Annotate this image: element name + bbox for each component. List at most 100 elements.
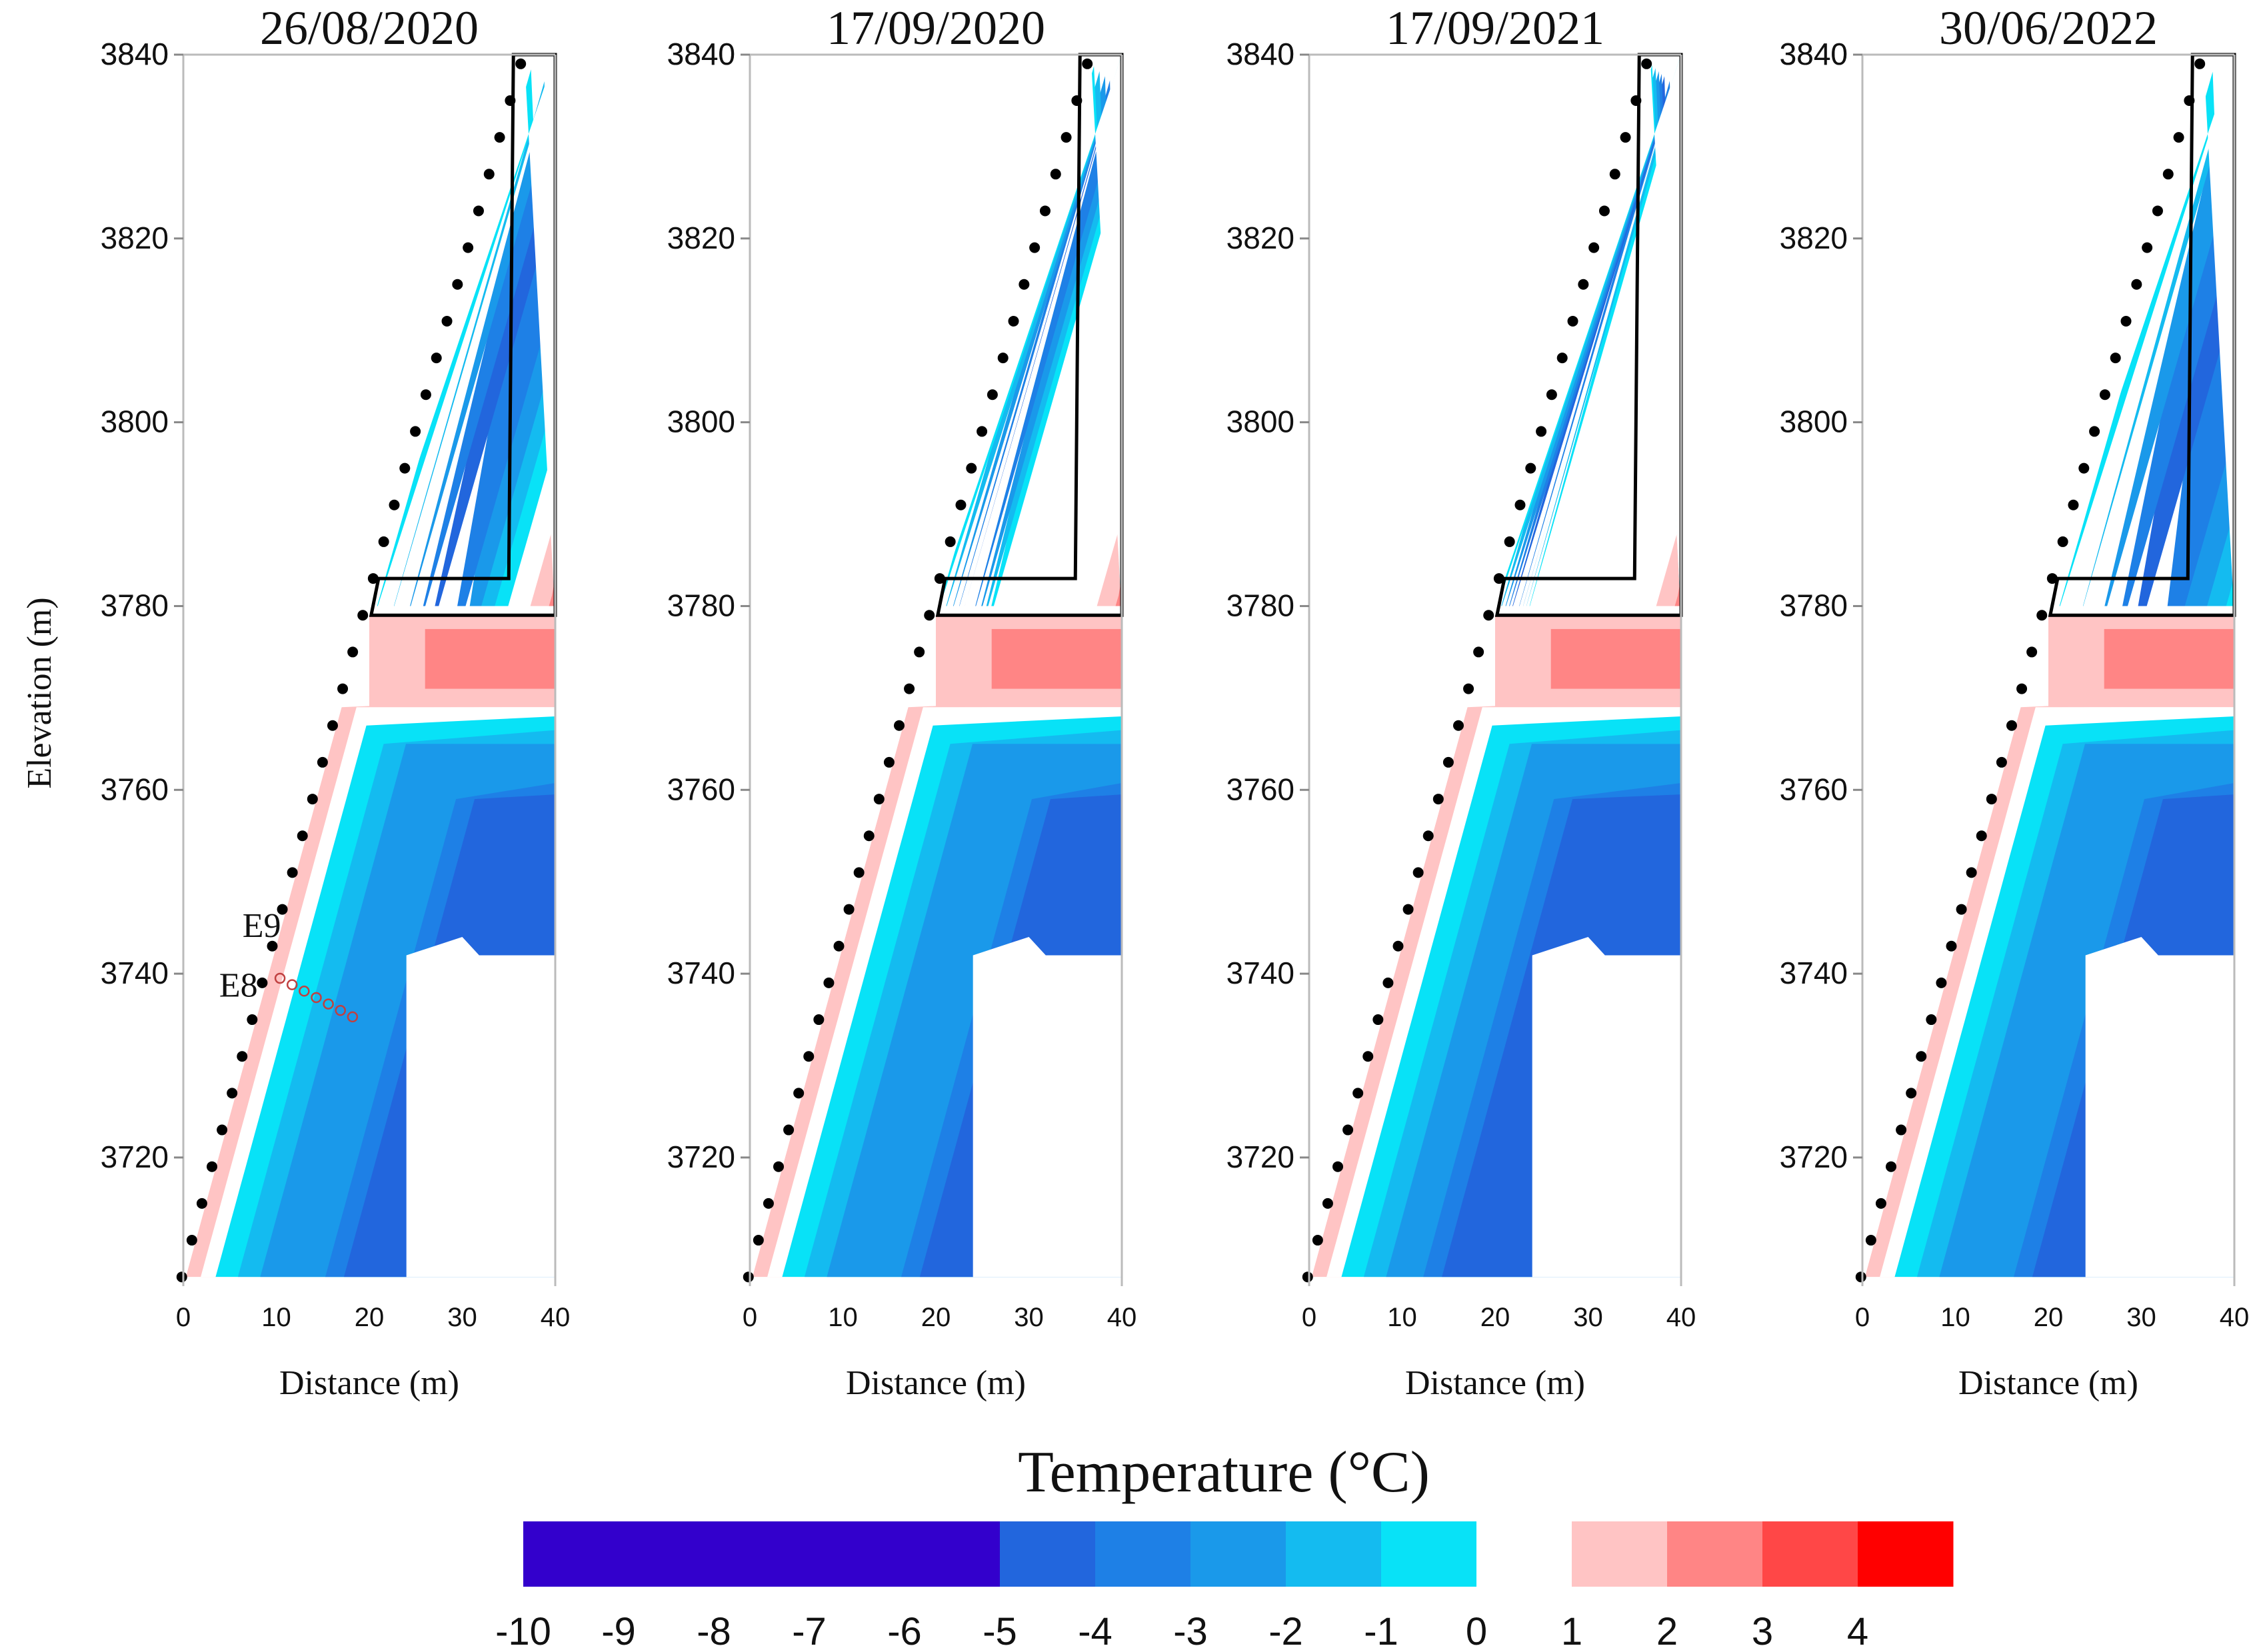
sensor-marker: [286, 979, 298, 990]
surface-point: [389, 499, 400, 510]
surface-point: [2152, 205, 2163, 217]
surface-point: [399, 462, 411, 474]
y-tick-label: 3840: [101, 37, 169, 71]
surface-point: [863, 830, 875, 842]
surface-point: [1886, 1161, 1897, 1172]
surface-point: [2110, 353, 2121, 364]
surface-point: [463, 242, 474, 253]
surface-point: [1504, 536, 1515, 547]
colorbar-tick-label: 1: [1561, 1610, 1582, 1652]
y-tick-label: 3820: [1780, 221, 1848, 255]
colorbar-bin: [1381, 1521, 1477, 1587]
surface-point: [1936, 977, 1947, 988]
x-tick-label: 20: [1480, 1303, 1510, 1332]
upper-band: [2046, 55, 2234, 616]
surface-point: [196, 1198, 207, 1209]
surface-point: [1302, 1271, 1313, 1283]
colorbar-tick-label: 4: [1847, 1610, 1868, 1652]
colorbar-bin: [1095, 1521, 1191, 1587]
surface-point: [1946, 940, 1957, 952]
surface-point: [1362, 1051, 1374, 1062]
surface-point: [1412, 867, 1424, 878]
colorbar-bin: [1762, 1521, 1858, 1587]
surface-point: [2131, 279, 2142, 290]
panels-layer: 3720 3740 3760 3780 3800 3820 3840 3840 0 10 20 30 4…: [101, 1, 2250, 1402]
surface-point: [843, 904, 855, 915]
surface-point: [813, 1014, 825, 1026]
surface-point: [934, 573, 945, 584]
y-tick-label: 3800: [1226, 405, 1294, 439]
x-tick-label: 30: [1573, 1303, 1603, 1332]
temperature-field: [1311, 55, 1681, 1277]
surface-point: [1332, 1161, 1344, 1172]
upper-band: [1492, 55, 1681, 616]
surface-point: [237, 1051, 248, 1062]
surface-point: [2078, 462, 2090, 474]
colorbar-bin: [1572, 1521, 1668, 1587]
x-tick-label: 40: [1107, 1303, 1137, 1332]
surface-point: [378, 536, 389, 547]
surface-point: [966, 462, 977, 474]
y-tick-label: 3740: [101, 956, 169, 990]
x-axis-label: Distance (m): [1405, 1364, 1585, 1402]
surface-point: [803, 1051, 815, 1062]
colorbar-bin: [1190, 1521, 1286, 1587]
colorbar-bin: [1000, 1521, 1096, 1587]
surface-point: [441, 315, 453, 327]
surface-point: [987, 389, 998, 401]
y-tick-label: 3840: [1780, 37, 1848, 71]
upper-band: [367, 55, 555, 616]
surface-point: [763, 1198, 774, 1209]
upper-band: [2092, 55, 2234, 662]
surface-point: [2120, 315, 2132, 327]
x-axis-label: Distance (m): [279, 1364, 459, 1402]
y-tick-label: 3760: [667, 772, 735, 806]
surface-point: [1352, 1088, 1364, 1099]
surface-point: [1630, 95, 1642, 106]
surface-point: [773, 1161, 785, 1172]
surface-point: [2089, 426, 2100, 437]
surface-point: [2068, 499, 2079, 510]
surface-point: [977, 426, 988, 437]
surface-point: [2162, 169, 2174, 180]
temperature-field: [752, 55, 1122, 1277]
y-tick-label: 3780: [667, 588, 735, 622]
surface-point: [1976, 830, 1987, 842]
y-tick-label: 3800: [101, 405, 169, 439]
surface-point: [420, 389, 431, 401]
y-tick-label: 3840: [1226, 37, 1294, 71]
surface-point: [176, 1271, 187, 1283]
sensor-marker: [299, 986, 310, 997]
surface-point: [753, 1235, 764, 1246]
surface-point: [793, 1088, 805, 1099]
surface-point: [1996, 756, 2007, 768]
y-tick-label: 3800: [667, 405, 735, 439]
colorbar-tick-label: 3: [1752, 1610, 1773, 1652]
surface-point: [1875, 1198, 1886, 1209]
y-tick-label: 3840: [1226, 37, 1294, 71]
surface-point: [277, 904, 288, 915]
surface-point: [1382, 977, 1394, 988]
x-tick-label: 30: [2126, 1303, 2156, 1332]
surface-point: [914, 646, 925, 658]
sensor-marker: [323, 998, 334, 1010]
surface-point: [267, 940, 278, 952]
surface-point: [1926, 1014, 1937, 1026]
surface-point: [1061, 132, 1072, 143]
surface-point: [2026, 646, 2038, 658]
y-tick-label: 3760: [1226, 772, 1294, 806]
surface-point: [227, 1088, 238, 1099]
surface-point: [287, 867, 298, 878]
y-tick-label: 3720: [101, 1140, 169, 1174]
panel-title: 17/09/2020: [827, 1, 1045, 55]
panel-title: 17/09/2021: [1386, 1, 1604, 55]
surface-point: [783, 1124, 795, 1136]
upper-band: [1517, 55, 1681, 640]
colorbar-bin: [523, 1521, 1001, 1587]
x-axis-label: Distance (m): [1958, 1364, 2138, 1402]
surface-point: [483, 169, 495, 180]
